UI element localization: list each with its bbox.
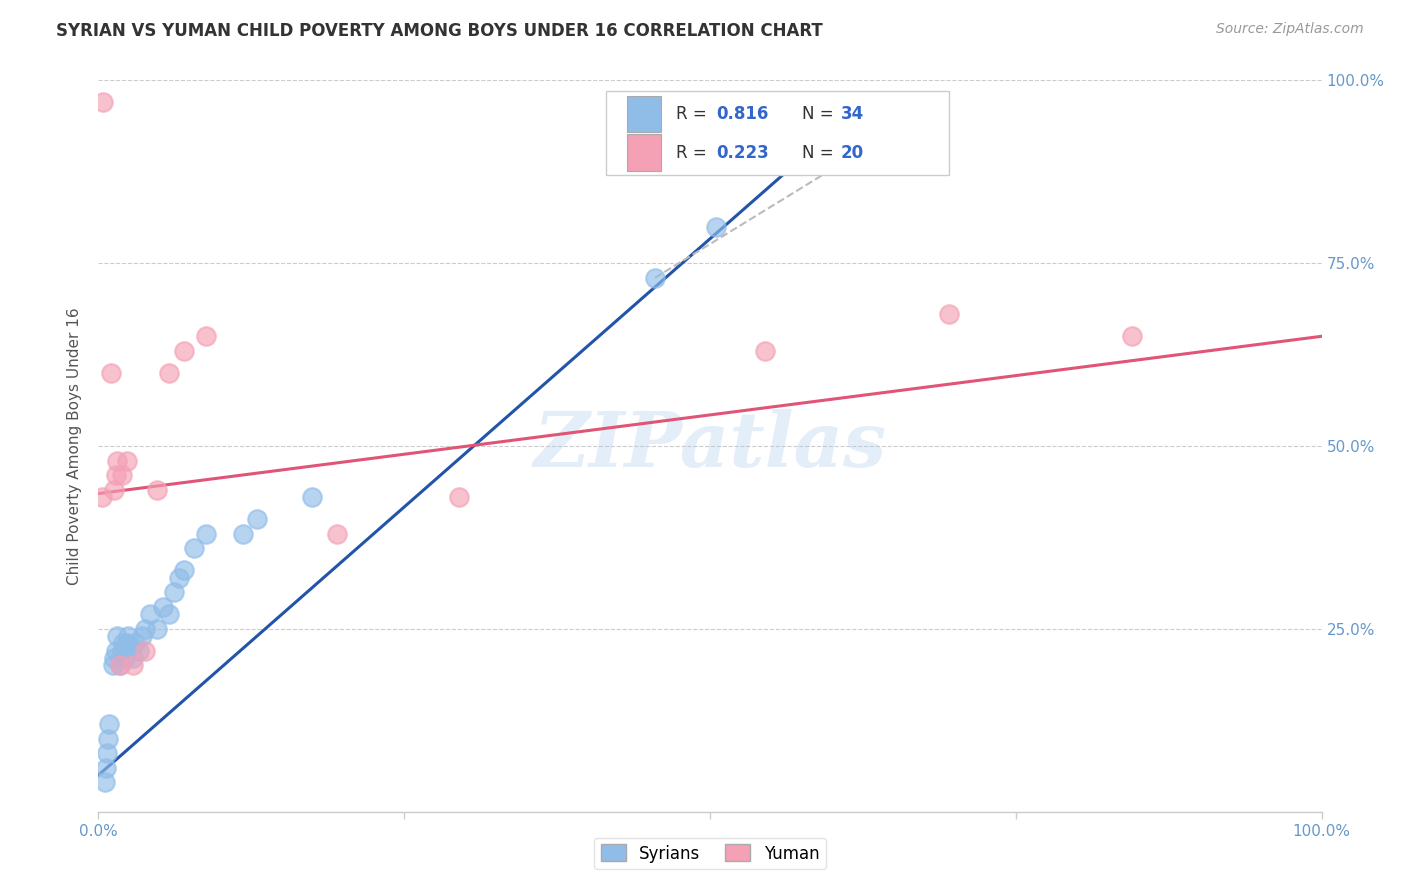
Point xyxy=(105,453,128,467)
Text: R =: R = xyxy=(676,105,711,123)
Point xyxy=(94,761,117,775)
Point xyxy=(111,468,134,483)
Point xyxy=(111,636,134,650)
Point xyxy=(246,512,269,526)
Point xyxy=(103,651,125,665)
Point xyxy=(301,490,323,504)
Point xyxy=(195,329,218,343)
Point xyxy=(152,599,174,614)
Point xyxy=(100,366,122,380)
Point xyxy=(121,658,143,673)
Point xyxy=(97,731,120,746)
Text: ZIPatlas: ZIPatlas xyxy=(533,409,887,483)
Text: R =: R = xyxy=(676,144,711,161)
Text: 34: 34 xyxy=(841,105,865,123)
Text: 0.816: 0.816 xyxy=(716,105,769,123)
Point xyxy=(644,270,666,285)
Y-axis label: Child Poverty Among Boys Under 16: Child Poverty Among Boys Under 16 xyxy=(67,307,83,585)
Point xyxy=(134,644,156,658)
Point xyxy=(754,343,776,358)
Point xyxy=(124,636,146,650)
Point xyxy=(115,453,138,467)
Point xyxy=(96,746,118,760)
Point xyxy=(139,607,162,622)
Text: N =: N = xyxy=(801,105,838,123)
Point xyxy=(157,607,180,622)
Point xyxy=(110,658,132,673)
FancyBboxPatch shape xyxy=(627,95,661,132)
Point xyxy=(128,644,150,658)
Point xyxy=(91,490,114,504)
Point xyxy=(115,636,138,650)
Point xyxy=(111,644,134,658)
Point xyxy=(103,483,125,497)
Point xyxy=(157,366,180,380)
Text: N =: N = xyxy=(801,144,838,161)
Point xyxy=(110,658,132,673)
Point xyxy=(232,526,254,541)
Text: Source: ZipAtlas.com: Source: ZipAtlas.com xyxy=(1216,22,1364,37)
Point xyxy=(104,644,127,658)
Point xyxy=(91,95,114,110)
Text: SYRIAN VS YUMAN CHILD POVERTY AMONG BOYS UNDER 16 CORRELATION CHART: SYRIAN VS YUMAN CHILD POVERTY AMONG BOYS… xyxy=(56,22,823,40)
Point xyxy=(121,651,143,665)
Point xyxy=(449,490,471,504)
Point xyxy=(1121,329,1143,343)
Point xyxy=(104,468,127,483)
FancyBboxPatch shape xyxy=(627,134,661,170)
Point xyxy=(195,526,218,541)
Point xyxy=(105,629,128,643)
Text: 0.223: 0.223 xyxy=(716,144,769,161)
Point xyxy=(938,307,960,321)
Point xyxy=(98,717,121,731)
Legend: Syrians, Yuman: Syrians, Yuman xyxy=(595,838,825,869)
Text: 20: 20 xyxy=(841,144,865,161)
Point xyxy=(93,775,115,789)
Point xyxy=(134,622,156,636)
Point xyxy=(163,585,186,599)
FancyBboxPatch shape xyxy=(606,91,949,176)
Point xyxy=(173,563,195,577)
Point xyxy=(146,483,169,497)
Point xyxy=(704,219,727,234)
Point xyxy=(173,343,195,358)
Point xyxy=(146,622,169,636)
Point xyxy=(101,658,124,673)
Point xyxy=(167,571,190,585)
Point xyxy=(183,541,205,556)
Point xyxy=(114,651,136,665)
Point xyxy=(131,629,153,643)
Point xyxy=(326,526,349,541)
Point xyxy=(117,629,139,643)
